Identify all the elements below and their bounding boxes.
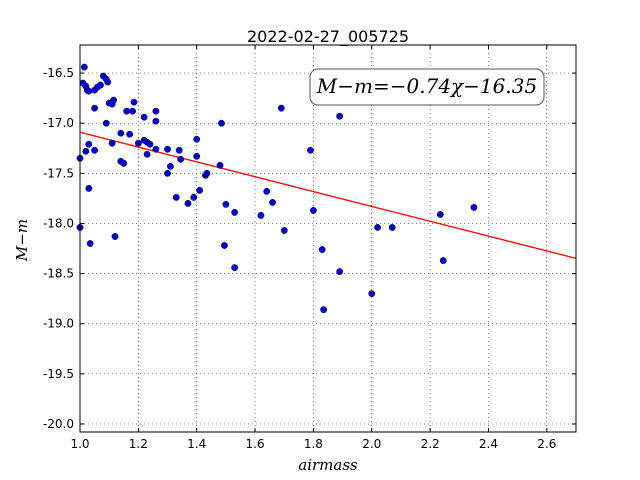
data-point	[97, 81, 104, 89]
y-tick-label: -20.0	[43, 417, 74, 431]
data-point	[190, 193, 198, 201]
data-point	[193, 152, 201, 160]
x-tick-labels: 1.0 1.2 1.4 1.6 1.8 2.0 2.2 2.4 2.6	[70, 437, 556, 451]
equation-box-frame	[309, 68, 545, 106]
data-point	[82, 147, 90, 155]
y-tick-label: -18.5	[43, 267, 74, 281]
x-tick-label: 2.0	[362, 437, 381, 451]
x-tick-label: 1.4	[187, 437, 206, 451]
data-point	[85, 184, 93, 192]
data-point	[164, 169, 171, 177]
x-tick-label: 1.6	[246, 437, 265, 451]
data-point	[123, 107, 131, 115]
y-tick-label: -18.0	[43, 216, 74, 230]
data-point	[164, 145, 171, 153]
data-point	[152, 145, 160, 153]
data-point	[222, 201, 230, 208]
chart-title: 2022-02-27_005725	[247, 27, 409, 47]
data-point	[318, 246, 326, 253]
data-point	[143, 150, 151, 158]
data-point	[374, 224, 381, 231]
x-tick-label: 1.0	[70, 437, 89, 451]
data-point	[85, 140, 93, 148]
y-tick-labels: -16.5 -17.0 -17.5 -18.0 -18.5 -19.0 -19.5 -20.0	[43, 66, 74, 431]
data-point	[277, 104, 285, 112]
data-point	[104, 78, 112, 86]
data-point	[269, 199, 276, 206]
data-point	[439, 257, 447, 264]
data-point	[320, 306, 328, 314]
fit-equation: M−m=−0.74χ−16.35	[316, 74, 537, 98]
data-point	[177, 155, 185, 163]
data-point	[193, 135, 201, 143]
data-point	[120, 159, 128, 167]
data-point	[216, 161, 224, 169]
data-point	[86, 240, 94, 247]
data-point	[117, 129, 125, 137]
data-point	[280, 227, 288, 234]
data-point	[152, 117, 160, 125]
data-point	[130, 98, 138, 106]
data-point	[129, 107, 136, 115]
data-points	[76, 63, 478, 314]
y-tick-label: -16.5	[43, 66, 74, 80]
data-point	[263, 187, 271, 195]
y-tick-label: -17.5	[43, 166, 74, 180]
data-point	[307, 146, 314, 154]
data-point	[111, 233, 119, 240]
data-point	[152, 107, 160, 115]
equation-box: M−m=−0.74χ−16.35	[309, 68, 545, 106]
data-point	[184, 200, 192, 207]
data-point	[310, 207, 317, 214]
x-tick-label: 1.8	[304, 437, 323, 451]
y-tick-label: -19.0	[43, 317, 74, 331]
fit-line-group	[79, 131, 577, 259]
data-point	[91, 146, 98, 154]
axis-ticks	[79, 45, 576, 432]
data-point	[91, 104, 98, 112]
data-point	[368, 290, 376, 298]
data-point	[85, 87, 93, 95]
data-point	[108, 139, 116, 147]
data-point	[167, 162, 174, 170]
data-point	[221, 242, 228, 249]
data-point	[196, 186, 204, 194]
data-point	[110, 96, 117, 104]
data-point	[257, 212, 265, 219]
data-point	[102, 119, 110, 127]
data-point	[231, 264, 239, 271]
data-point	[388, 224, 396, 231]
x-axis-label: airmass	[298, 456, 358, 474]
plot-frame	[79, 44, 577, 433]
x-tick-label: 2.4	[479, 437, 498, 451]
data-point	[218, 119, 225, 127]
data-point	[470, 204, 478, 211]
data-point	[436, 211, 444, 218]
y-tick-label: -19.5	[43, 367, 74, 381]
data-point	[134, 139, 142, 147]
data-point	[175, 146, 183, 154]
data-point	[336, 268, 344, 275]
data-point	[140, 113, 148, 121]
data-point	[336, 112, 344, 120]
data-point	[80, 63, 88, 71]
data-point	[231, 209, 239, 216]
data-point	[146, 140, 154, 148]
x-tick-label: 1.2	[129, 437, 148, 451]
data-point	[203, 169, 211, 177]
data-point	[172, 193, 180, 201]
x-tick-label: 2.6	[537, 437, 556, 451]
y-axis-label: M−m	[13, 219, 31, 262]
x-tick-label: 2.2	[421, 437, 440, 451]
data-point	[126, 130, 134, 138]
fit-line	[79, 131, 577, 259]
y-tick-label: -17.0	[43, 116, 74, 130]
